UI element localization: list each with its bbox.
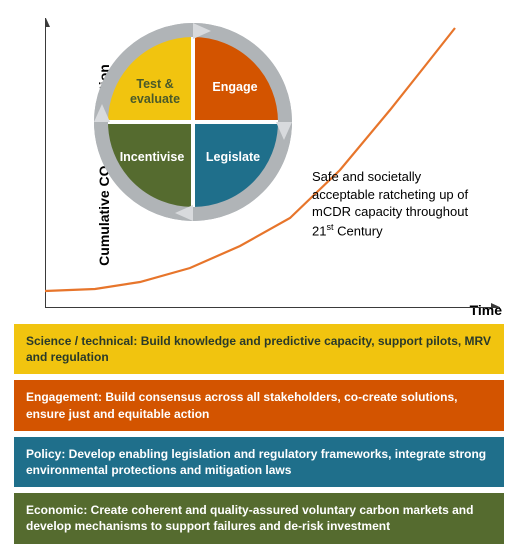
bar-policy: Policy: Develop enabling legislation and… xyxy=(14,437,504,487)
quadrant-incentivise xyxy=(107,122,193,208)
quadrant-label-legislate: Legislate xyxy=(198,150,268,165)
chart-area: Cumulative CO2 sequestration Time Safe a… xyxy=(10,10,510,320)
bar-science: Science / technical: Build knowledge and… xyxy=(14,324,504,374)
info-bars: Science / technical: Build knowledge and… xyxy=(14,324,504,550)
quadrant-label-incentivise: Incentivise xyxy=(117,150,187,165)
quadrant-legislate xyxy=(193,122,279,208)
quadrant-label-test-evaluate: Test & evaluate xyxy=(120,77,190,107)
bar-economic: Economic: Create coherent and quality-as… xyxy=(14,493,504,543)
circle-diagram: Test & evaluate Engage Incentivise Legislat… xyxy=(93,22,293,222)
annotation-text: Safe and societally acceptable ratchetin… xyxy=(312,168,482,240)
quadrant-engage xyxy=(193,36,279,122)
quadrant-label-engage: Engage xyxy=(200,80,270,95)
bar-engagement: Engagement: Build consensus across all s… xyxy=(14,380,504,430)
y-axis-arrow xyxy=(45,18,50,27)
plot: Safe and societally acceptable ratchetin… xyxy=(45,18,500,308)
x-axis-arrow xyxy=(491,303,500,308)
circle-svg xyxy=(93,22,293,222)
